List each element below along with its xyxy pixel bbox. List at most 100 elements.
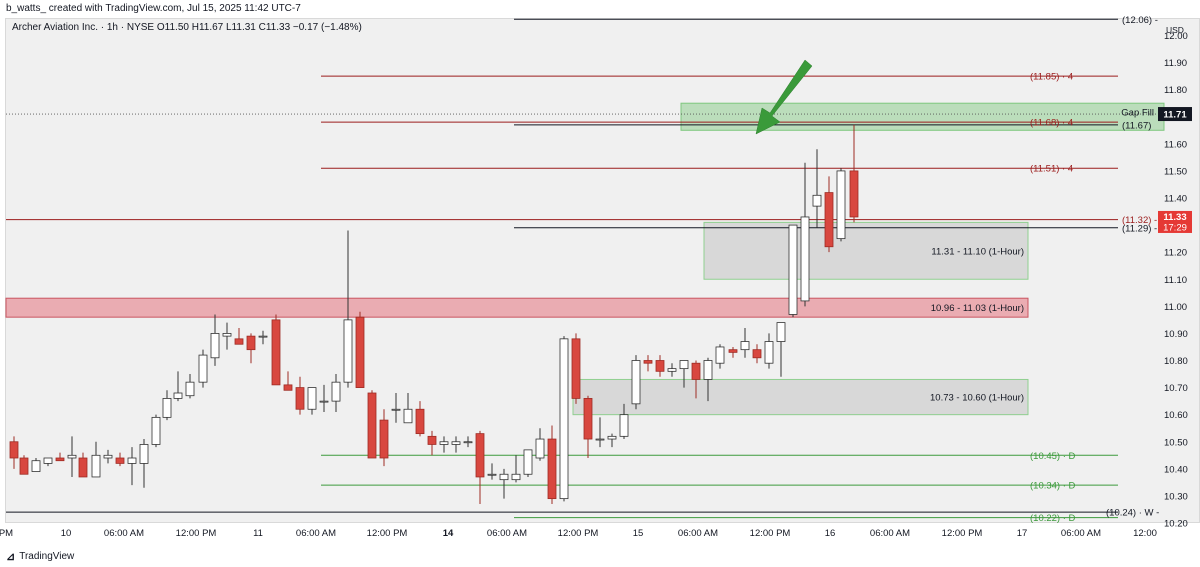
- candle-body-44: [535, 438, 545, 459]
- x-tick-11: 06:00 AM: [678, 528, 718, 539]
- candle-body-32: [391, 408, 401, 411]
- y-tick-16: 10.20: [1164, 519, 1188, 530]
- green-arrow-icon: [755, 59, 813, 135]
- zone-0: [680, 102, 1165, 131]
- y-tick-12: 10.60: [1164, 410, 1188, 421]
- x-tick-14: 06:00 AM: [870, 528, 910, 539]
- candle-body-19: [234, 338, 244, 345]
- candle-body-34: [415, 408, 425, 435]
- candle-body-11: [139, 444, 149, 464]
- candle-body-16: [198, 354, 208, 383]
- candle-body-4: [55, 457, 65, 462]
- x-tick-10: 15: [633, 528, 644, 539]
- x-tick-1: 10: [61, 528, 72, 539]
- candle-body-31: [379, 419, 389, 459]
- candle-body-68: [824, 192, 834, 248]
- candle-body-63: [764, 341, 774, 364]
- candle-body-39: [475, 433, 485, 478]
- candle-body-25: [307, 387, 317, 410]
- candle-body-30: [367, 392, 377, 459]
- candle-body-38: [463, 441, 473, 444]
- y-tick-5: 11.40: [1164, 194, 1187, 205]
- candle-body-64: [776, 322, 786, 342]
- candle-body-8: [103, 454, 113, 459]
- x-tick-16: 17: [1017, 528, 1028, 539]
- y-tick-3: 11.60: [1164, 139, 1187, 150]
- candle-body-0: [9, 441, 19, 459]
- tradingview-logo-icon: ⊿: [6, 551, 16, 563]
- candle-body-65: [788, 224, 798, 315]
- chart-credit: b_watts_ created with TradingView.com, J…: [6, 3, 301, 14]
- level-label-6: (11.29) -: [1122, 223, 1157, 234]
- x-tick-8: 06:00 AM: [487, 528, 527, 539]
- zone-label-2: 10.96 - 11.03 (1-Hour): [931, 303, 1024, 314]
- candle-body-24: [295, 387, 305, 410]
- x-tick-2: 06:00 AM: [104, 528, 144, 539]
- candle-body-56: [679, 360, 689, 370]
- candle-body-48: [583, 398, 593, 440]
- candle-body-3: [43, 457, 53, 464]
- candle-body-20: [246, 335, 256, 351]
- symbol-legend: Archer Aviation Inc. · 1h · NYSE O11.50 …: [12, 22, 362, 33]
- level-label-1: (11.85) · 4: [1030, 72, 1073, 83]
- candle-body-17: [210, 333, 220, 359]
- y-tick-6: 11.20: [1164, 248, 1187, 259]
- candle-body-36: [439, 441, 449, 445]
- candle-body-50: [607, 435, 617, 440]
- y-tick-15: 10.30: [1164, 491, 1188, 502]
- candle-body-23: [283, 384, 293, 391]
- y-tick-4: 11.50: [1164, 166, 1187, 177]
- level-label-8: (10.34) · D: [1030, 481, 1076, 492]
- x-tick-13: 16: [825, 528, 836, 539]
- candle-body-2: [31, 460, 41, 472]
- candle-body-29: [355, 316, 365, 388]
- y-tick-9: 10.90: [1164, 329, 1188, 340]
- candle-body-9: [115, 457, 125, 464]
- candle-body-18: [222, 333, 232, 337]
- candle-body-53: [643, 360, 653, 364]
- candle-body-6: [78, 457, 88, 478]
- candle-body-62: [752, 349, 762, 359]
- x-tick-3: 12:00 PM: [176, 528, 217, 539]
- current-price-label: 11.33: [1163, 212, 1186, 223]
- zone-1: [703, 221, 1029, 280]
- x-tick-4: 11: [253, 528, 263, 539]
- zone-3: [572, 378, 1029, 416]
- x-tick-7: 14: [443, 528, 454, 539]
- candle-body-47: [571, 338, 581, 399]
- level-label-7: (10.45) · D: [1030, 451, 1076, 462]
- zone-label-3: 10.73 - 10.60 (1-Hour): [930, 393, 1024, 404]
- level-label-3: (11.67): [1122, 120, 1151, 131]
- candle-body-13: [162, 398, 172, 418]
- candle-body-42: [511, 473, 521, 481]
- x-tick-15: 12:00 PM: [942, 528, 983, 539]
- candle-body-43: [523, 449, 533, 475]
- y-tick-13: 10.50: [1164, 437, 1188, 448]
- y-tick-8: 11.00: [1164, 302, 1187, 313]
- y-tick-14: 10.40: [1164, 464, 1188, 475]
- candle-body-7: [91, 454, 101, 478]
- level-label-2: (11.68) · 4: [1030, 118, 1073, 129]
- candle-body-55: [667, 368, 677, 372]
- y-tick-7: 11.10: [1164, 275, 1187, 286]
- candle-body-37: [451, 441, 461, 445]
- high-price-label: 11.71: [1163, 110, 1187, 121]
- level-label-10: (10.22) · D: [1030, 513, 1076, 524]
- candle-body-28: [343, 319, 353, 383]
- footer-brand: ⊿ TradingView: [6, 550, 74, 563]
- x-tick-12: 12:00 PM: [750, 528, 791, 539]
- candle-body-61: [740, 341, 750, 351]
- candle-body-67: [812, 194, 822, 207]
- x-tick-18: 12:00: [1133, 528, 1157, 539]
- candle-body-51: [619, 414, 629, 437]
- candle-body-10: [127, 457, 137, 464]
- candle-body-27: [331, 381, 341, 402]
- candle-body-49: [595, 438, 605, 441]
- candle-body-15: [185, 381, 195, 397]
- candle-body-14: [173, 392, 183, 399]
- level-label-4: (11.51) · 4: [1030, 164, 1073, 175]
- zone-label-1: 11.31 - 11.10 (1-Hour): [931, 246, 1024, 257]
- candle-body-35: [427, 435, 437, 445]
- zone-2: [5, 297, 1029, 318]
